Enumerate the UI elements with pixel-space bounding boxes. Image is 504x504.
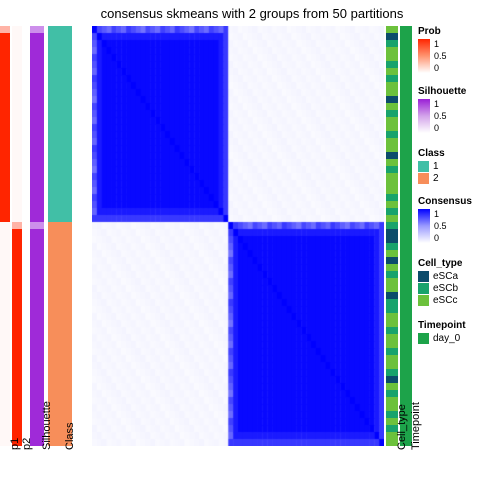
legend-item: 1 [418, 161, 445, 172]
legend-item: day_0 [418, 333, 466, 344]
legend-swatch [418, 161, 429, 172]
annot-p1 [0, 26, 10, 446]
legend-swatch [418, 271, 429, 282]
legend-class: Class 12 [418, 148, 445, 185]
plot-title: consensus skmeans with 2 groups from 50 … [0, 6, 504, 21]
legend-title: Class [418, 148, 445, 159]
legend-title: Consensus [418, 196, 472, 207]
label-timepoint: Timepoint [410, 402, 422, 450]
consensus-heatmap [92, 26, 384, 446]
legend-item: eSCa [418, 271, 462, 282]
legend-silhouette: Silhouette10.50 [418, 86, 466, 133]
label-class: Class [64, 422, 116, 450]
legend-title: Cell_type [418, 258, 462, 269]
annot-timepoint [400, 26, 412, 446]
legend-timepoint: Timepoint day_0 [418, 320, 466, 345]
legend-gradient [418, 99, 430, 133]
annot-silhouette [30, 26, 44, 446]
legend-item: eSCb [418, 283, 462, 294]
legend-cell_type: Cell_type eSCaeSCbeSCc [418, 258, 462, 307]
legend-item: 2 [418, 173, 445, 184]
legend-swatch [418, 283, 429, 294]
legend-swatch [418, 333, 429, 344]
annot-class [48, 26, 72, 446]
legend-title: Prob [418, 26, 447, 37]
legend-swatch [418, 295, 429, 306]
annot-cell_type [386, 26, 398, 446]
legend-prob: Prob10.50 [418, 26, 447, 73]
annot-p2 [12, 26, 22, 446]
legend-consensus: Consensus10.50 [418, 196, 472, 243]
legend-title: Silhouette [418, 86, 466, 97]
label-cell_type: Cell_type [396, 404, 408, 450]
legend-gradient [418, 39, 430, 73]
legend-item: eSCc [418, 295, 462, 306]
legend-title: Timepoint [418, 320, 466, 331]
legend-swatch [418, 173, 429, 184]
legend-gradient [418, 209, 430, 243]
